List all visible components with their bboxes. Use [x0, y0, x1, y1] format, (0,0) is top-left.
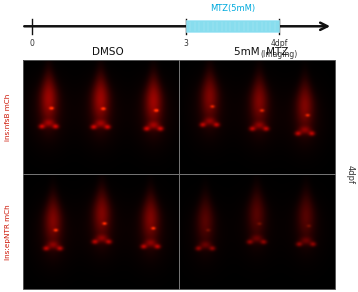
Text: DMSO: DMSO	[92, 47, 123, 57]
Text: 4dpf
(Imaging): 4dpf (Imaging)	[261, 39, 298, 58]
Text: 4dpf: 4dpf	[345, 165, 355, 184]
Text: MTZ(5mM): MTZ(5mM)	[210, 4, 255, 13]
Text: ins:nfsB mCh: ins:nfsB mCh	[5, 93, 11, 141]
Text: 3: 3	[184, 39, 189, 48]
Bar	[186, 20, 279, 32]
Text: 5mM  MTZ: 5mM MTZ	[234, 47, 289, 57]
Text: 0: 0	[30, 39, 35, 48]
Text: Ins:epNTR mCh: Ins:epNTR mCh	[5, 204, 11, 260]
